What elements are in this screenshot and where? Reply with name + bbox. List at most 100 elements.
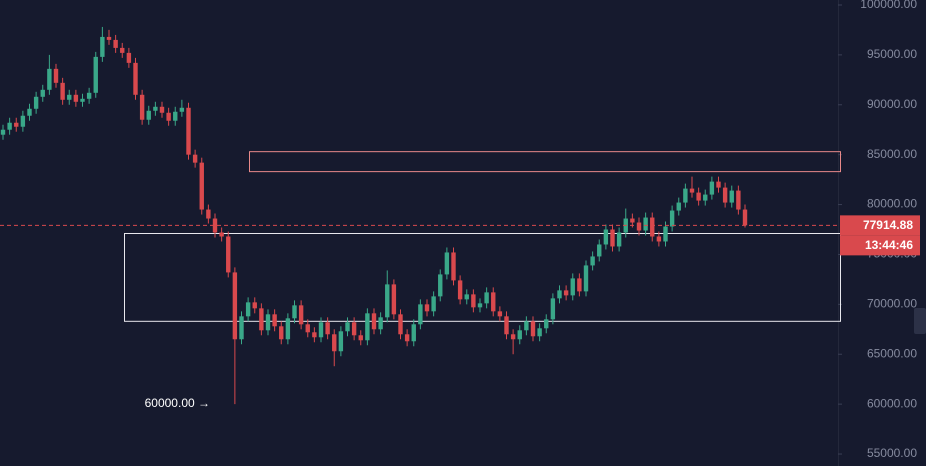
candle-body	[179, 107, 185, 112]
candle-body	[285, 318, 291, 340]
candle-body	[53, 68, 59, 83]
candle-body	[524, 321, 529, 331]
candle-body	[14, 122, 19, 127]
candle-body	[530, 321, 536, 337]
candle-body	[73, 94, 79, 102]
candle-body	[570, 278, 575, 296]
candle-body	[272, 314, 277, 327]
candle-body	[265, 314, 271, 331]
candle-body	[643, 217, 648, 231]
y-tick-label: 55000.00	[867, 446, 917, 460]
candle-body	[696, 192, 701, 201]
last-price-label: 77914.88	[863, 218, 913, 232]
candle-body	[636, 222, 642, 231]
candle-body	[583, 265, 589, 292]
candle-body	[100, 36, 105, 57]
candle-body	[550, 298, 556, 320]
candle-body	[510, 334, 516, 340]
candle-body	[603, 229, 609, 245]
y-tick-label: 70000.00	[867, 297, 917, 311]
candle-body	[219, 232, 224, 237]
candle-body	[133, 62, 138, 95]
candle-body	[199, 162, 204, 210]
candle-body	[153, 106, 158, 111]
candle-body	[497, 311, 503, 317]
candle-body	[113, 39, 118, 48]
candle-body	[27, 108, 32, 116]
zone	[124, 232, 841, 322]
candle-body	[418, 304, 423, 325]
candle-body	[537, 328, 542, 337]
candle-body	[716, 181, 721, 188]
candle-body	[398, 314, 403, 335]
scroll-handle[interactable]	[914, 308, 926, 334]
y-tick-label: 95000.00	[867, 47, 917, 61]
candle-body	[192, 154, 198, 163]
candle-body	[683, 188, 688, 203]
zone	[249, 151, 841, 173]
candle-body	[676, 202, 681, 211]
candle-body	[226, 236, 231, 273]
candle-body	[106, 36, 112, 40]
candle-body	[325, 322, 330, 335]
candle-body	[729, 190, 734, 203]
candle-body	[656, 236, 662, 242]
candle-body	[424, 304, 430, 312]
candle-body	[0, 129, 6, 135]
candle-body	[318, 322, 324, 338]
candle-body	[438, 274, 443, 297]
candle-body	[709, 181, 715, 195]
candle-body	[431, 296, 436, 312]
candle-body	[259, 308, 264, 331]
candle-body	[477, 303, 483, 308]
candle-body	[736, 190, 741, 210]
candle-body	[206, 209, 211, 219]
candle-body	[504, 316, 509, 335]
candle-body	[404, 334, 410, 342]
candle-body	[703, 194, 708, 201]
candle-body	[279, 326, 284, 340]
last-price-box	[840, 215, 920, 236]
candle-body	[312, 332, 317, 338]
candle-body	[332, 334, 337, 352]
candle-body	[345, 322, 350, 332]
y-tick-label: 90000.00	[867, 97, 917, 111]
candle-body	[391, 284, 397, 315]
candle-body	[471, 294, 476, 308]
candle-body	[232, 272, 238, 340]
candle-body	[239, 316, 244, 340]
candle-body	[484, 292, 489, 304]
candle-body	[212, 218, 218, 233]
candle-body	[252, 302, 257, 309]
candle-body	[597, 244, 602, 257]
candle-body	[457, 280, 463, 300]
candle-body	[351, 322, 357, 336]
candle-body	[60, 82, 65, 100]
candle-body	[166, 112, 171, 121]
candle-body	[689, 188, 695, 193]
candle-body	[491, 292, 496, 312]
candle-body	[365, 313, 370, 341]
candle-body	[669, 210, 675, 227]
candle-body	[120, 47, 125, 53]
candle-body	[7, 122, 12, 130]
candle-body	[378, 317, 383, 330]
candle-body	[616, 232, 622, 247]
annotation: 60000.00 →	[145, 396, 210, 410]
candle-body	[186, 107, 191, 155]
candle-body	[67, 94, 72, 100]
candle-body	[610, 229, 615, 247]
y-tick-label: 60000.00	[867, 396, 917, 410]
candle-body	[47, 68, 52, 90]
candle-body	[464, 294, 469, 300]
candle-body	[385, 284, 390, 318]
candle-body	[358, 335, 363, 341]
candle-body	[663, 226, 668, 242]
candle-body	[577, 278, 582, 292]
candle-body	[444, 252, 450, 275]
candle-body	[159, 106, 165, 113]
candle-body	[590, 256, 595, 266]
candle-body	[371, 313, 377, 330]
candle-body	[451, 252, 456, 281]
